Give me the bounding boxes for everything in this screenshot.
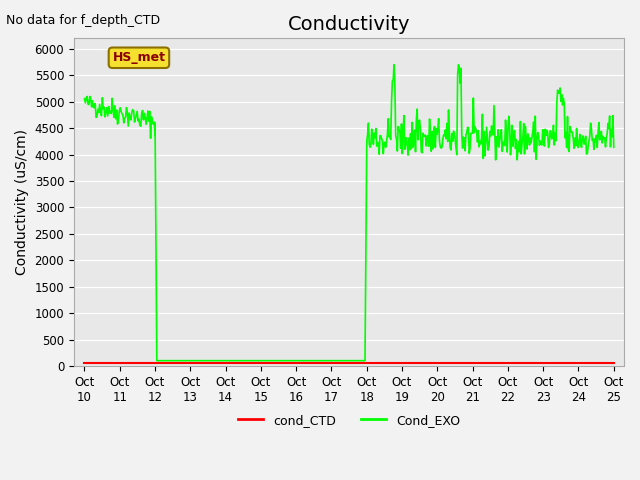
Cond_EXO: [610, 144, 618, 150]
Text: No data for f_depth_CTD: No data for f_depth_CTD: [6, 14, 161, 27]
Cond_EXO: [153, 358, 161, 363]
Text: HS_met: HS_met: [113, 51, 165, 64]
Cond_EXO: [81, 96, 88, 101]
Legend: cond_CTD, Cond_EXO: cond_CTD, Cond_EXO: [233, 409, 465, 432]
Cond_EXO: [196, 358, 204, 363]
Y-axis label: Conductivity (uS/cm): Conductivity (uS/cm): [15, 129, 29, 275]
Cond_EXO: [223, 358, 231, 363]
Cond_EXO: [390, 62, 398, 68]
Line: Cond_EXO: Cond_EXO: [84, 65, 614, 360]
Title: Conductivity: Conductivity: [288, 15, 410, 34]
Cond_EXO: [552, 138, 560, 144]
Cond_EXO: [338, 358, 346, 363]
Cond_EXO: [380, 140, 388, 146]
Cond_EXO: [150, 119, 158, 125]
